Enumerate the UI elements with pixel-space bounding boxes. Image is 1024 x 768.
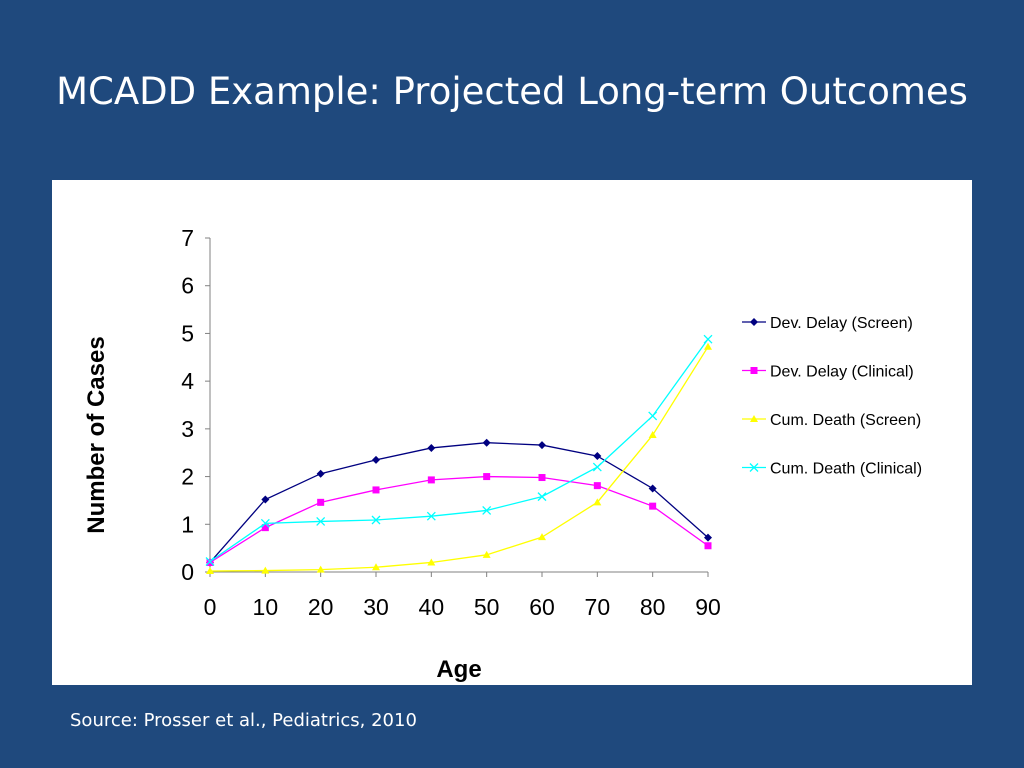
data-point (482, 438, 491, 447)
data-point (538, 474, 546, 482)
x-tick-label: 70 (585, 594, 611, 620)
data-point (538, 533, 546, 541)
legend-item: Dev. Delay (Screen) (742, 315, 913, 332)
data-point (206, 567, 214, 575)
data-point (372, 455, 380, 464)
data-point (593, 498, 602, 506)
x-tick-label: 20 (308, 594, 334, 620)
legend-label: Cum. Death (Screen) (770, 412, 921, 429)
data-point (316, 516, 326, 526)
data-point (261, 495, 270, 504)
data-point (206, 558, 214, 566)
legend-label: Cum. Death (Clinical) (770, 461, 922, 478)
data-point (483, 473, 491, 481)
slide-title: MCADD Example: Projected Long-term Outco… (56, 70, 968, 113)
x-tick-label: 10 (253, 594, 279, 620)
legend-item: Cum. Death (Screen) (742, 412, 921, 429)
data-point (316, 469, 325, 478)
legend-item: Cum. Death (Clinical) (742, 461, 922, 478)
x-tick-label: 80 (640, 594, 666, 620)
data-point (427, 443, 436, 452)
data-point (317, 498, 325, 506)
legend-marker (750, 415, 758, 422)
data-point (261, 566, 270, 574)
x-tick-label: 50 (474, 594, 500, 620)
data-point (371, 515, 381, 525)
legend-label: Dev. Delay (Screen) (770, 315, 913, 332)
legend-marker (750, 367, 758, 374)
series-line (209, 475, 709, 564)
data-point (427, 476, 435, 484)
series-1 (206, 438, 712, 567)
data-point (427, 558, 436, 566)
data-point (593, 482, 601, 490)
data-point (537, 492, 547, 502)
y-tick-label: 7 (181, 225, 194, 251)
data-point (592, 462, 602, 472)
y-tick-label: 3 (181, 416, 194, 442)
y-tick-label: 5 (181, 320, 194, 346)
x-tick-label: 40 (419, 594, 445, 620)
y-axis-title: Number of Cases (83, 336, 110, 533)
x-tick-label: 30 (363, 594, 389, 620)
data-point (426, 511, 436, 521)
data-point (649, 502, 657, 510)
chart-panel: 0 1 2 3 4 5 6 7 0 10 20 30 40 50 60 70 80 90 Dev. Delay (… (52, 180, 972, 685)
y-tick-label: 2 (181, 464, 194, 490)
data-point (205, 557, 215, 566)
data-point (593, 452, 602, 461)
y-tick-label: 4 (181, 368, 194, 394)
x-tick-label: 60 (529, 594, 555, 620)
chart-legend: Dev. Delay (Screen) Dev. Delay (Clinical)… (742, 315, 922, 478)
series-2 (206, 473, 712, 566)
y-tick-label: 1 (181, 511, 194, 537)
data-point (648, 431, 657, 439)
data-point (704, 342, 712, 350)
x-tick-label: 90 (695, 594, 721, 620)
legend-item: Dev. Delay (Clinical) (742, 364, 914, 381)
y-tick-label: 6 (181, 273, 194, 299)
data-point (648, 484, 657, 493)
legend-label: Dev. Delay (Clinical) (770, 364, 914, 381)
data-point (703, 334, 713, 344)
data-point (648, 411, 658, 421)
data-point (482, 505, 492, 515)
data-point (260, 518, 270, 528)
series-line (209, 442, 709, 563)
series-line (209, 346, 709, 572)
data-point (704, 533, 712, 542)
y-tick-label: 0 (181, 559, 194, 585)
x-tick-label: 0 (204, 594, 217, 620)
data-point (372, 486, 380, 494)
data-point (482, 550, 491, 558)
data-point (261, 524, 269, 532)
source-note: Source: Prosser et al., Pediatrics, 2010 (70, 710, 417, 731)
series-line (209, 338, 709, 563)
data-point (704, 542, 712, 550)
data-point (538, 441, 546, 450)
x-axis-title: Age (436, 656, 481, 683)
chart-series (205, 334, 713, 575)
legend-marker (750, 318, 758, 326)
series-4 (205, 334, 713, 566)
data-point (316, 565, 325, 573)
legend-marker (749, 463, 759, 472)
data-point (372, 563, 380, 571)
series-3 (206, 342, 712, 575)
